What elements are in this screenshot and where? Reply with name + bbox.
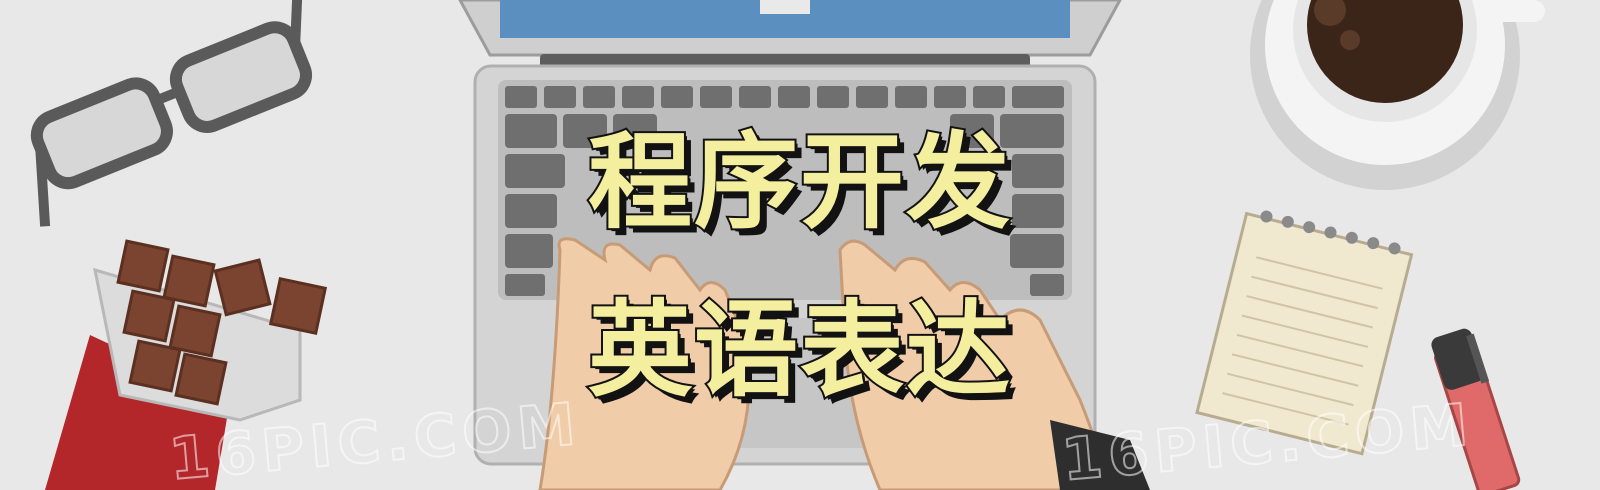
pen-icon [1431,328,1521,490]
title-line-2: 英语表达 [586,289,1012,411]
title-line-1: 程序开发 [586,121,1012,243]
notepad-icon [1195,210,1414,456]
glasses-icon [30,0,312,227]
hands-icon [538,237,1150,490]
coffee-cup-icon [1250,0,1545,190]
chocolate-bar-icon [45,239,328,490]
